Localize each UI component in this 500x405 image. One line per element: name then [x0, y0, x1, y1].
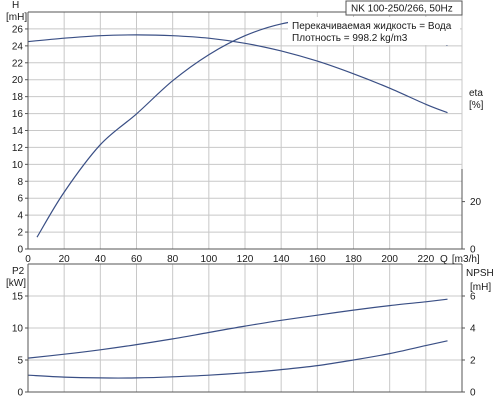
- right-tick-label: 6: [470, 292, 476, 303]
- right-axis-label: eta: [469, 88, 483, 99]
- left-tick-label: 0: [17, 245, 23, 256]
- left-tick-label: 26: [12, 24, 24, 35]
- x-tick-label: 200: [381, 254, 398, 265]
- x-tick-label: 100: [200, 254, 217, 265]
- left-tick-label: 8: [17, 177, 23, 188]
- chart-title-box: [345, 0, 463, 16]
- right-tick-label: 20: [470, 197, 482, 208]
- left-axis-unit: [mH]: [6, 12, 27, 23]
- right-tick-label: 0: [470, 245, 476, 256]
- x-axis-label: Q: [440, 254, 448, 265]
- right-tick-label: 0: [470, 388, 476, 399]
- x-tick-label: 140: [273, 254, 290, 265]
- series-line-npsh: [27, 340, 448, 379]
- x-tick-label: 0: [25, 254, 31, 265]
- x-tick-label: 60: [131, 254, 143, 265]
- x-tick-label: 80: [167, 254, 179, 265]
- chart-note: Перекачиваемая жидкость = Вода: [292, 21, 452, 32]
- left-tick-label: 2: [17, 228, 23, 239]
- left-tick-label: 18: [12, 92, 24, 103]
- x-tick-label: 40: [95, 254, 107, 265]
- x-tick-label: 120: [237, 254, 254, 265]
- left-axis-label: P2: [12, 266, 25, 277]
- x-tick-label: 220: [417, 254, 434, 265]
- left-tick-label: 10: [12, 160, 24, 171]
- right-tick-label: 4: [470, 324, 476, 335]
- left-tick-label: 24: [12, 41, 24, 52]
- left-tick-label: 15: [12, 292, 24, 303]
- series-line-p2: [27, 298, 448, 359]
- x-axis-unit: [m3/h]: [452, 254, 480, 265]
- left-tick-label: 4: [17, 211, 23, 222]
- left-axis-unit: [kW]: [6, 278, 26, 289]
- left-tick-label: 12: [12, 143, 24, 154]
- left-axis-label: H: [12, 0, 19, 11]
- right-tick-label: 2: [470, 356, 476, 367]
- series-line-h: [27, 34, 448, 114]
- left-tick-label: 5: [17, 356, 23, 367]
- right-axis-unit: [mH]: [470, 282, 491, 293]
- x-tick-label: 160: [309, 254, 326, 265]
- left-tick-label: 22: [12, 58, 24, 69]
- series-line-eta: [36, 17, 448, 238]
- left-tick-label: 6: [17, 194, 23, 205]
- x-tick-label: 180: [345, 254, 362, 265]
- chart-title: NK 100-250/266, 50Hz: [351, 4, 453, 15]
- left-tick-label: 20: [12, 75, 24, 86]
- right-axis-unit: [%]: [469, 100, 484, 111]
- left-tick-label: 10: [12, 324, 24, 335]
- left-tick-label: 14: [12, 126, 24, 137]
- x-tick-label: 20: [59, 254, 71, 265]
- chart-note: Плотность = 998.2 kg/m3: [292, 33, 408, 44]
- left-tick-label: 16: [12, 109, 24, 120]
- right-axis-label: NPSH: [466, 268, 494, 279]
- notes-background: [288, 17, 460, 45]
- left-tick-label: 0: [17, 388, 23, 399]
